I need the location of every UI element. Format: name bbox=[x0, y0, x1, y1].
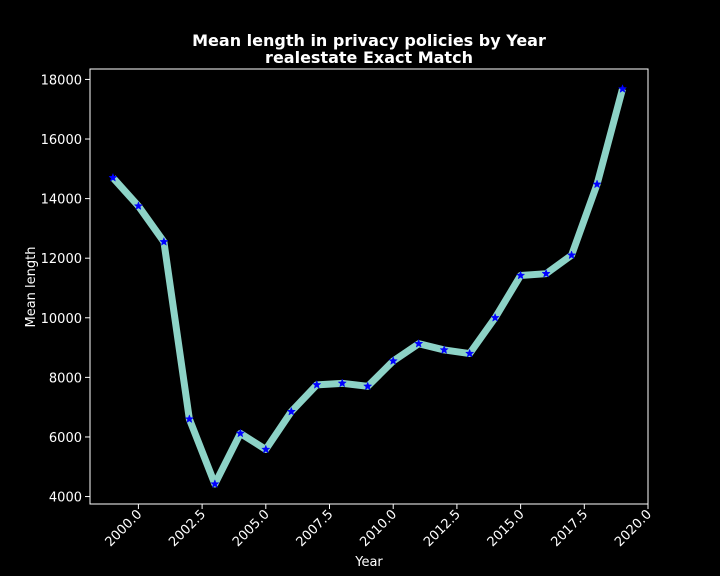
data-point bbox=[592, 179, 602, 189]
y-tick-label: 18000 bbox=[41, 73, 82, 88]
data-point bbox=[286, 406, 296, 416]
data-point bbox=[261, 444, 271, 454]
x-tick-label: 2012.5 bbox=[421, 507, 464, 550]
chart-subtitle: realestate Exact Match bbox=[265, 48, 473, 67]
plot-area bbox=[89, 68, 649, 505]
data-point bbox=[337, 378, 347, 388]
x-tick-label: 2017.5 bbox=[548, 507, 591, 550]
y-tick-label: 8000 bbox=[49, 371, 82, 386]
series-line bbox=[110, 88, 626, 488]
data-point bbox=[184, 414, 195, 424]
data-point bbox=[414, 338, 424, 348]
x-tick-label: 2015.0 bbox=[485, 507, 528, 550]
data-point bbox=[617, 84, 628, 93]
data-point bbox=[515, 270, 526, 280]
plot-frame bbox=[89, 68, 649, 505]
data-point bbox=[566, 250, 577, 260]
data-point bbox=[541, 268, 551, 278]
data-point bbox=[159, 236, 169, 246]
x-axis: 2000.0 2002.5 2005.0 2007.5 2010.0 2012.5 2015… bbox=[103, 504, 655, 550]
y-tick-label: 6000 bbox=[49, 431, 82, 446]
x-tick-label: 2007.5 bbox=[294, 507, 337, 550]
y-tick-label: 4000 bbox=[49, 491, 82, 506]
x-tick-label: 2020.0 bbox=[612, 507, 655, 550]
x-tick-label: 2000.0 bbox=[103, 507, 146, 550]
y-tick-label: 10000 bbox=[41, 312, 82, 327]
data-point bbox=[388, 356, 398, 365]
data-point bbox=[490, 312, 500, 322]
data-point bbox=[312, 379, 322, 389]
y-tick-label: 14000 bbox=[41, 193, 82, 208]
series-layer bbox=[108, 84, 628, 489]
y-tick-label: 12000 bbox=[41, 252, 82, 267]
data-point bbox=[464, 348, 475, 358]
x-axis-label: Year bbox=[354, 555, 383, 570]
x-tick-label: 2002.5 bbox=[166, 507, 209, 550]
y-axis-label: Mean length bbox=[24, 247, 39, 328]
y-axis: 4000 6000 8000 10000 12000 14000 16000 18000 bbox=[41, 73, 90, 506]
x-tick-label: 2010.0 bbox=[357, 507, 400, 550]
data-point bbox=[235, 428, 245, 438]
data-point bbox=[439, 345, 449, 354]
data-point bbox=[210, 479, 220, 489]
y-tick-label: 16000 bbox=[41, 133, 82, 148]
data-point bbox=[108, 172, 118, 182]
data-point bbox=[133, 201, 144, 211]
data-point bbox=[363, 381, 373, 391]
chart-title: Mean length in privacy policies by Year bbox=[192, 31, 546, 50]
x-tick-label: 2005.0 bbox=[230, 507, 273, 550]
